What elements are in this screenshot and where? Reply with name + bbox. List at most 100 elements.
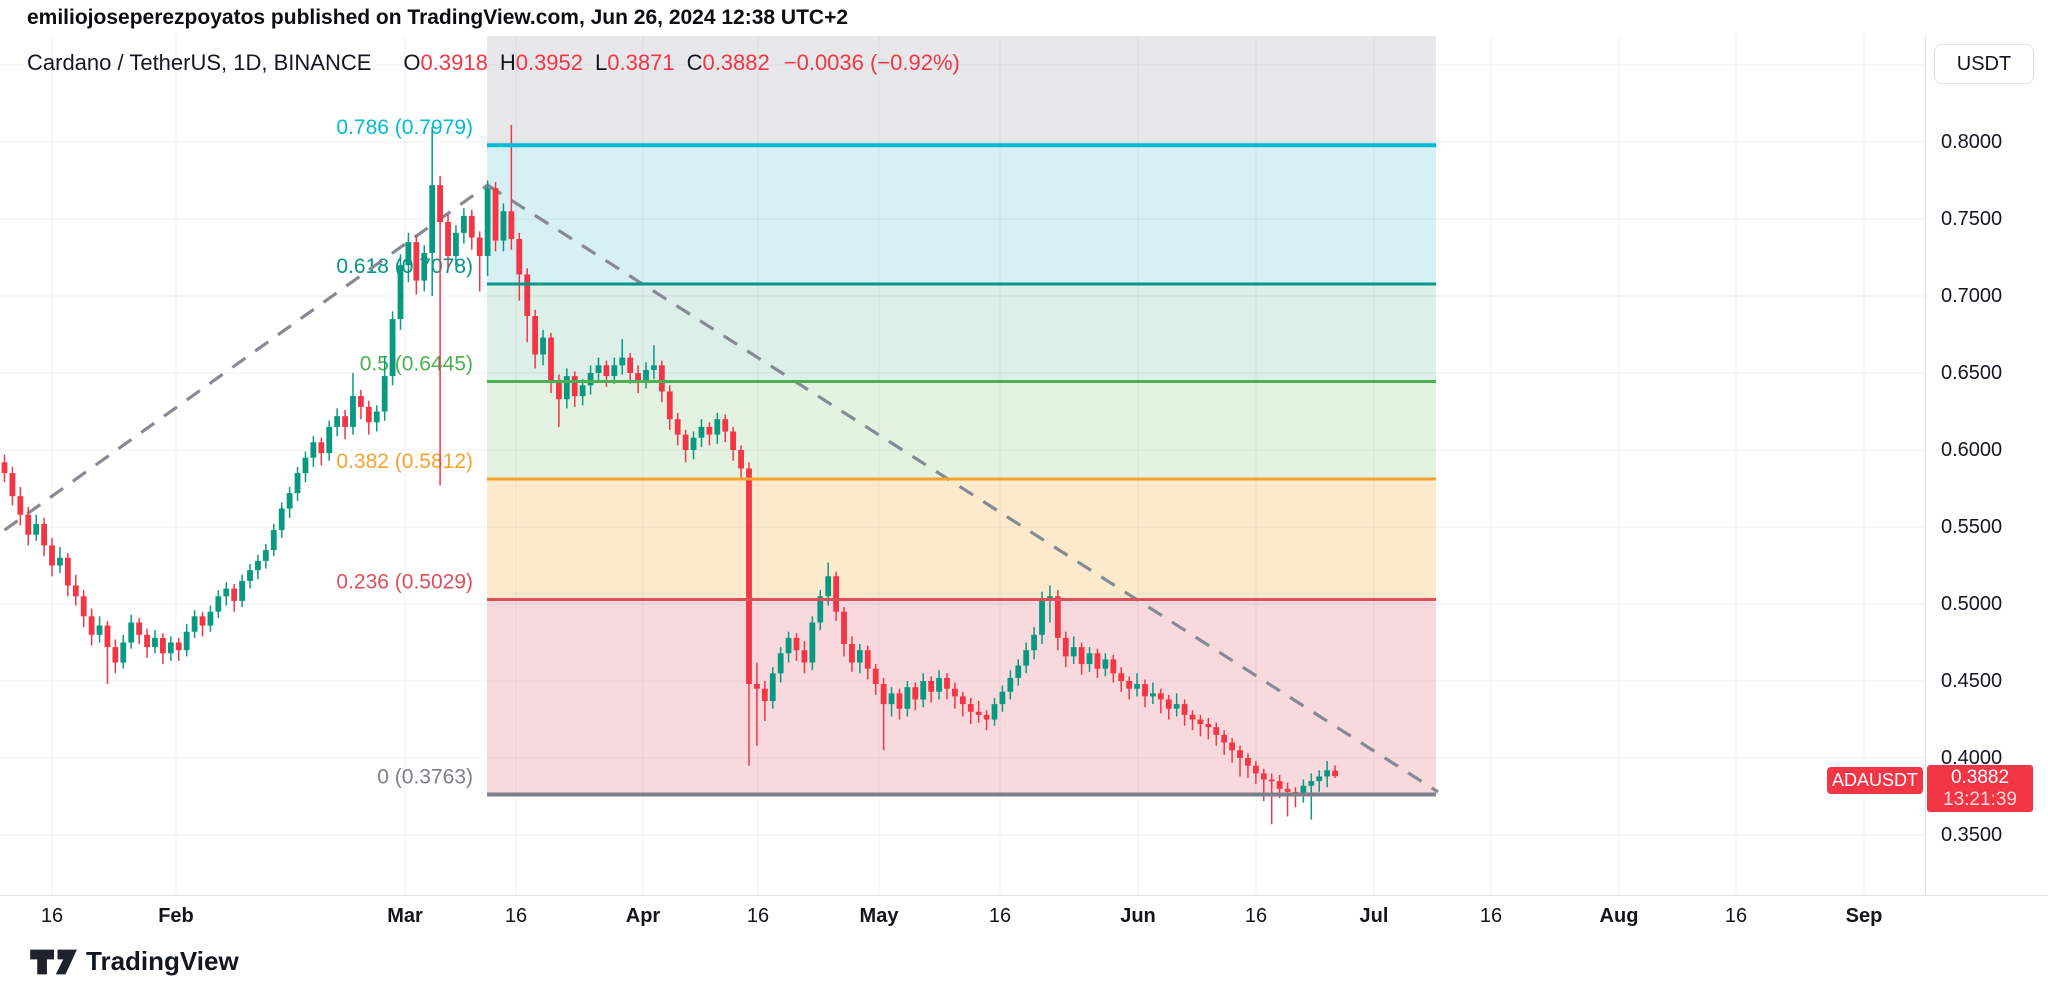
candle <box>571 376 578 397</box>
candle <box>270 530 277 551</box>
candle <box>468 215 475 238</box>
candle <box>1252 765 1259 774</box>
candle <box>817 596 824 623</box>
candle <box>421 252 428 281</box>
legend-ohlc-value: 0.3882 <box>702 50 770 75</box>
candle <box>1276 781 1283 789</box>
time-tick-label: 16 <box>1479 905 1503 927</box>
candle <box>405 242 412 266</box>
candle <box>1213 727 1220 735</box>
candle <box>128 622 135 643</box>
candle <box>548 337 554 381</box>
candle <box>334 416 341 427</box>
candle <box>579 385 586 397</box>
candle <box>255 560 261 571</box>
candle <box>627 357 634 373</box>
candle <box>144 634 150 648</box>
candle <box>247 570 253 581</box>
legend-ohlc-values: O0.3918 H0.3952 L0.3871 C0.3882 <box>391 50 769 75</box>
fib-band <box>487 478 1436 600</box>
candle <box>524 274 531 317</box>
candle <box>651 365 657 370</box>
candle <box>136 622 143 635</box>
price-tick-label: 0.6000 <box>1941 439 2003 461</box>
symbol-legend[interactable]: Cardano / TetherUS, 1D, BINANCE O0.3918 H0… <box>27 50 960 78</box>
candle <box>563 376 570 400</box>
brand-name[interactable]: TradingView <box>86 946 239 976</box>
price-tick-label: 0.3500 <box>1941 824 2003 846</box>
time-axis[interactable]: 16 Feb Mar 16 Apr 16 May 16 Jun 16 Jul 16 Aug 16 Sep <box>0 895 2048 937</box>
candle <box>1173 704 1180 709</box>
candle <box>967 704 974 712</box>
candle <box>595 365 602 373</box>
candle <box>1181 704 1188 715</box>
dashed-trendline <box>486 183 1439 794</box>
candle <box>175 642 182 651</box>
candlestick-chart[interactable]: 0.786 (0.7979) 0.618 (0.7078) 0.5 (0.6445)… <box>0 36 1925 895</box>
candle <box>207 611 214 626</box>
price-axis[interactable]: USDT 0.8000 0.7500 0.7000 0.6500 0.6000 0.550… <box>1925 36 2048 935</box>
candle <box>746 468 752 685</box>
candle <box>476 237 483 256</box>
candle <box>706 426 713 435</box>
candle <box>72 585 79 597</box>
fib-band <box>487 145 1436 284</box>
candle <box>302 457 309 474</box>
candle <box>841 611 847 645</box>
footer: TradingView <box>0 936 2048 989</box>
time-tick-label: Apr <box>625 905 661 927</box>
candle <box>825 576 832 597</box>
candle <box>674 419 681 435</box>
candle <box>17 496 24 515</box>
symbol-title[interactable]: Cardano / TetherUS, 1D, BINANCE <box>27 50 372 75</box>
candle <box>1054 596 1061 638</box>
fib-level-label: 0.786 (0.7979) <box>336 116 473 139</box>
legend-change: −0.0036 (−0.92%) <box>783 50 960 75</box>
candle <box>516 239 523 275</box>
candle <box>104 625 111 648</box>
candle <box>437 185 443 223</box>
candle <box>658 365 665 392</box>
candle <box>1110 659 1117 674</box>
legend-ohlc-value: 0.3871 <box>607 50 675 75</box>
candle <box>262 550 269 561</box>
candle <box>1142 684 1148 697</box>
candle <box>215 596 222 612</box>
candle <box>191 616 198 632</box>
candle <box>999 691 1006 705</box>
candle <box>342 416 348 427</box>
candle <box>619 357 626 366</box>
candle <box>453 232 459 256</box>
legend-ohlc-letter: C <box>686 50 703 75</box>
candle <box>120 642 127 663</box>
candle <box>975 711 982 715</box>
fib-level-label: 0 (0.3763) <box>377 765 473 788</box>
candle <box>801 650 808 663</box>
candle <box>1134 684 1140 689</box>
candle <box>57 557 63 566</box>
time-tick-label: 16 <box>504 905 528 927</box>
time-tick-label: May <box>859 905 899 927</box>
chart-pane[interactable]: 0.786 (0.7979) 0.618 (0.7078) 0.5 (0.6445)… <box>0 36 1925 895</box>
candle <box>1245 758 1251 766</box>
candle <box>1237 750 1243 758</box>
candle <box>1070 647 1077 657</box>
candle <box>1268 779 1275 782</box>
candle <box>1015 665 1022 678</box>
candle <box>872 668 879 685</box>
candle <box>793 637 800 651</box>
candle <box>722 419 729 432</box>
candle <box>738 450 744 469</box>
candle <box>532 316 539 355</box>
candle <box>761 688 768 702</box>
tradingview-logo-icon[interactable] <box>28 947 80 977</box>
time-tick-label: Jun <box>1120 905 1156 927</box>
time-tick-label: Feb <box>158 905 194 927</box>
fib-level-label: 0.382 (0.5812) <box>336 450 473 473</box>
candle <box>1007 677 1014 692</box>
candle <box>326 426 333 454</box>
time-tick-label: Mar <box>387 905 423 927</box>
currency-toggle-usdt[interactable]: USDT <box>1934 44 2034 84</box>
price-tick-label: 0.7000 <box>1941 285 2003 307</box>
candle <box>80 596 87 617</box>
